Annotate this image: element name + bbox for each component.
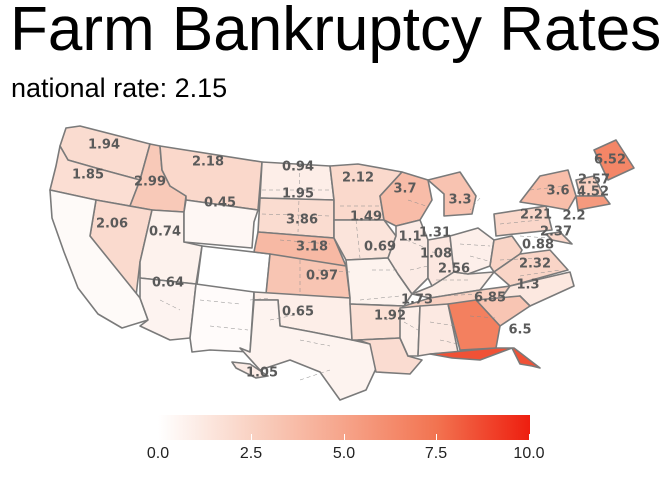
state-nm	[189, 283, 255, 353]
state-rate-label: 2.21	[520, 208, 552, 223]
state-pa	[493, 205, 553, 237]
state-rate-label: 1.92	[374, 309, 406, 324]
state-rate-label: 0.97	[306, 269, 338, 284]
state-rate-label: 1.73	[401, 293, 433, 308]
county-boundary	[439, 339, 459, 345]
legend-tick-mark	[158, 434, 159, 440]
state-rate-label: 0.74	[149, 225, 181, 240]
county-boundary	[429, 321, 457, 327]
state-rate-label: 6.85	[474, 291, 506, 306]
county-boundary	[249, 297, 271, 301]
legend-tick-mark	[344, 434, 345, 440]
state-rate-label: 1.1	[398, 230, 421, 245]
county-boundary	[261, 213, 331, 217]
state-rate-label: 3.18	[296, 240, 328, 255]
state-ne_small	[575, 195, 611, 211]
national-rate-subtitle: national rate: 2.15	[11, 73, 228, 103]
county-boundary	[279, 239, 331, 245]
state-rate-label: 0.69	[364, 240, 396, 255]
state-rate-label: 2.37	[540, 225, 572, 240]
state-wy	[183, 199, 259, 249]
state-rate-label: 1.3	[516, 278, 539, 293]
county-boundary	[299, 339, 331, 347]
state-rate-label: 3.6	[546, 184, 569, 199]
county-boundary	[269, 313, 301, 321]
state-rate-label: 6.5	[508, 323, 531, 338]
state-mi	[427, 171, 477, 217]
state-ga	[447, 299, 501, 351]
state-rate-label: 3.3	[448, 193, 471, 208]
state-rate-label: 2.99	[134, 175, 166, 190]
state-tx	[239, 299, 381, 401]
county-boundary	[459, 243, 491, 247]
state-rate-label: 0.45	[204, 196, 236, 211]
state-rate-label: 0.88	[522, 238, 554, 253]
legend-tick-label: 5.0	[332, 445, 356, 462]
county-boundary	[519, 235, 549, 239]
state-rate-label: 1.08	[420, 247, 452, 262]
legend-tick-label: 10.0	[513, 445, 545, 462]
state-rate-label: 2.12	[342, 171, 374, 186]
state-rate-label: 3.7	[393, 182, 416, 197]
legend-tick-mark	[529, 434, 530, 440]
state-rate-label: 2.18	[192, 155, 224, 170]
state-me	[593, 139, 635, 181]
county-boundary	[405, 239, 427, 249]
state-va	[493, 249, 569, 287]
legend-tick-label: 7.5	[424, 445, 448, 462]
state-rate-label: 1.31	[419, 226, 451, 241]
state-rate-label: 1.95	[282, 187, 314, 202]
county-boundary	[431, 251, 453, 255]
legend-tick-mark	[436, 434, 437, 440]
state-rate-label: 1.94	[88, 138, 120, 153]
state-hi	[231, 361, 269, 379]
state-rate-label: 2.32	[519, 257, 551, 272]
state-ms	[399, 305, 421, 357]
state-wi	[379, 171, 433, 227]
state-fl	[429, 347, 541, 369]
state-rate-label: 2.06	[96, 217, 128, 232]
legend-tick-label: 2.5	[239, 445, 263, 462]
state-rate-label: 1.05	[246, 366, 278, 381]
state-rate-label: 0.65	[282, 305, 314, 320]
state-rate-label: 4.52	[577, 185, 609, 200]
county-boundary	[403, 321, 419, 331]
state-md	[545, 231, 573, 245]
county-boundary	[469, 255, 493, 263]
state-rate-label: 2.2	[562, 209, 585, 224]
state-rate-label: 1.85	[72, 168, 104, 183]
state-ca	[49, 189, 149, 329]
county-boundary	[299, 369, 331, 381]
county-boundary	[317, 269, 351, 273]
state-rate-label: 0.64	[152, 276, 184, 291]
county-boundary	[159, 299, 181, 311]
state-rate-label: 6.52	[594, 153, 626, 168]
state-rate-label: 2.57	[578, 173, 610, 188]
county-boundary	[209, 325, 249, 331]
legend-tick-label: 0.0	[146, 445, 170, 462]
us-choropleth-map: 1.94 1.85 2.99 2.18 2.06 0.74 0.45 0.64 0.94 1.95…	[49, 125, 635, 401]
county-boundary	[409, 265, 429, 271]
county-boundary	[469, 315, 497, 319]
state-rate-label: 2.56	[438, 262, 470, 277]
county-boundary	[407, 199, 427, 207]
county-boundary	[529, 185, 567, 191]
state-rate-label: 0.94	[282, 160, 314, 175]
legend-tick-mark	[251, 434, 252, 440]
state-rate-label: 3.86	[286, 213, 318, 228]
county-boundary	[355, 219, 361, 259]
county-boundary	[469, 197, 481, 211]
county-boundary	[385, 311, 401, 321]
state-rate-label: 1.49	[350, 210, 382, 225]
map-title: Farm Bankruptcy Rates	[10, 0, 662, 64]
